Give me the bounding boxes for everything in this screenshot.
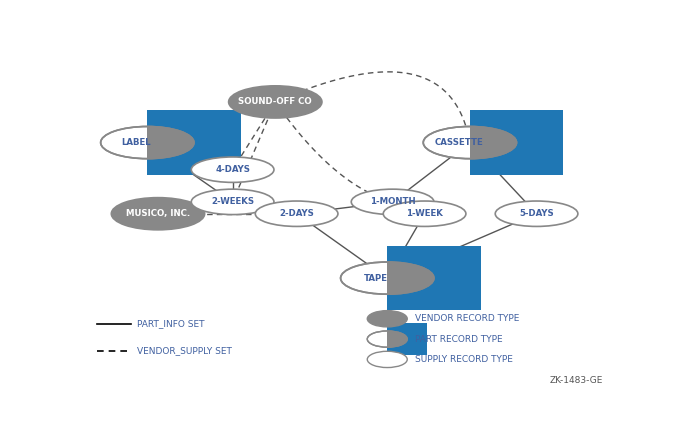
- Ellipse shape: [191, 157, 274, 183]
- Text: 2-WEEKS: 2-WEEKS: [211, 198, 254, 206]
- Ellipse shape: [495, 201, 578, 227]
- Text: 4-DAYS: 4-DAYS: [215, 165, 250, 174]
- Text: PART RECORD TYPE: PART RECORD TYPE: [416, 334, 503, 344]
- Text: 1-WEEK: 1-WEEK: [406, 209, 443, 218]
- Ellipse shape: [191, 189, 274, 215]
- Text: 5-DAYS: 5-DAYS: [519, 209, 554, 218]
- Text: SOUND-OFF CO: SOUND-OFF CO: [239, 97, 312, 106]
- Ellipse shape: [383, 201, 466, 227]
- Text: MUSICO, INC.: MUSICO, INC.: [126, 209, 190, 218]
- Ellipse shape: [100, 126, 194, 159]
- Ellipse shape: [423, 126, 517, 159]
- Bar: [147, 110, 241, 175]
- Ellipse shape: [423, 126, 517, 159]
- Text: VENDOR RECORD TYPE: VENDOR RECORD TYPE: [416, 314, 519, 323]
- Text: LABEL: LABEL: [121, 138, 151, 147]
- Text: CASSETTE: CASSETTE: [434, 138, 483, 147]
- Text: ZK-1483-GE: ZK-1483-GE: [550, 376, 603, 385]
- Bar: [387, 246, 480, 310]
- Text: TAPE: TAPE: [364, 274, 388, 282]
- Ellipse shape: [367, 331, 407, 347]
- Ellipse shape: [228, 86, 322, 118]
- Ellipse shape: [367, 311, 407, 327]
- Ellipse shape: [367, 351, 407, 367]
- Ellipse shape: [111, 198, 204, 230]
- Ellipse shape: [255, 201, 338, 227]
- Ellipse shape: [367, 331, 407, 347]
- Ellipse shape: [352, 189, 434, 215]
- Text: 2-DAYS: 2-DAYS: [279, 209, 314, 218]
- Bar: [387, 323, 427, 356]
- Text: 1-MONTH: 1-MONTH: [369, 198, 416, 206]
- Ellipse shape: [100, 126, 194, 159]
- Ellipse shape: [341, 262, 434, 294]
- Text: PART_INFO SET: PART_INFO SET: [137, 319, 204, 328]
- Bar: [470, 110, 563, 175]
- Text: VENDOR_SUPPLY SET: VENDOR_SUPPLY SET: [137, 346, 232, 356]
- Ellipse shape: [341, 262, 434, 294]
- Text: SUPPLY RECORD TYPE: SUPPLY RECORD TYPE: [416, 355, 513, 364]
